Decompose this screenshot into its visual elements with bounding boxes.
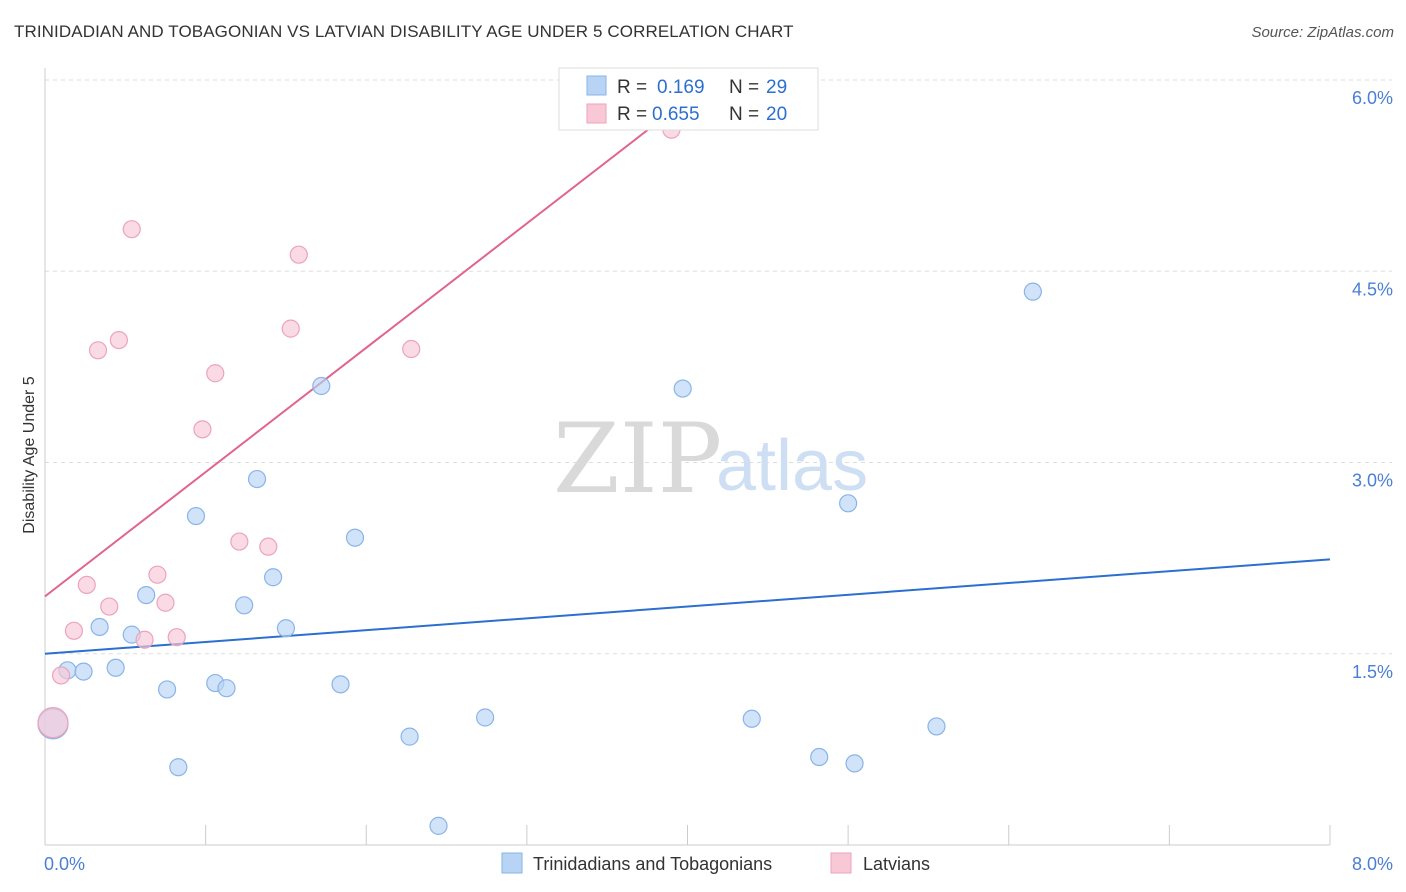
- x-ticks: [44, 825, 1331, 845]
- point-trinidadian: [429, 816, 448, 835]
- point-latvian: [230, 532, 249, 551]
- x-tick-label-max: 8.0%: [1352, 854, 1393, 874]
- series-legend-swatch-blue: [501, 852, 523, 874]
- watermark-zip: ZIP: [553, 403, 722, 515]
- trend-line-pink: [44, 98, 689, 598]
- point-trinidadian: [345, 528, 365, 547]
- point-latvian: [88, 341, 108, 360]
- point-latvian: [109, 331, 128, 350]
- point-latvian: [289, 245, 308, 264]
- y-tick-labels: 1.5% 3.0% 4.5% 6.0%: [1352, 88, 1393, 682]
- legend-swatch-pink: [586, 103, 607, 124]
- point-trinidadian: [312, 376, 331, 396]
- point-latvian: [135, 630, 154, 649]
- series-legend-swatch-pink: [830, 852, 852, 874]
- point-trinidadian: [331, 675, 350, 694]
- point-latvian: [100, 597, 119, 616]
- point-latvian: [148, 565, 167, 584]
- legend-n-label-2: N =: [729, 104, 759, 125]
- y-tick-label: 3.0%: [1352, 471, 1393, 491]
- point-trinidadian: [276, 619, 296, 638]
- point-latvian: [156, 593, 175, 612]
- legend-r-value-1: 0.169: [657, 77, 705, 98]
- series-legend: Trinidadians and Tobagonians Latvians: [501, 852, 930, 874]
- point-trinidadian: [927, 717, 946, 736]
- point-latvian: [37, 706, 69, 739]
- point-trinidadian: [235, 596, 254, 615]
- x-tick-label-min: 0.0%: [44, 854, 85, 874]
- point-trinidadian: [157, 680, 177, 699]
- legend-n-label-1: N =: [729, 77, 759, 98]
- point-trinidadian: [90, 617, 109, 637]
- legend-n-value-1: 29: [766, 77, 787, 98]
- point-trinidadian: [247, 469, 267, 489]
- grid-layer: [45, 79, 1392, 655]
- point-trinidadian: [400, 727, 419, 746]
- point-trinidadian: [106, 658, 125, 677]
- point-trinidadian: [742, 709, 761, 728]
- legend-swatch-blue: [586, 75, 607, 96]
- y-tick-label: 6.0%: [1352, 88, 1393, 108]
- point-latvian: [77, 575, 96, 595]
- watermark: ZIP atlas: [553, 403, 868, 515]
- point-latvian: [122, 220, 141, 239]
- point-latvian: [281, 319, 300, 338]
- point-trinidadian: [810, 747, 829, 767]
- data-points: [37, 120, 1042, 835]
- point-trinidadian: [169, 758, 188, 777]
- point-latvian: [402, 339, 421, 359]
- chart-title: TRINIDADIAN AND TOBAGONIAN VS LATVIAN DI…: [14, 22, 794, 41]
- trend-lines: [44, 98, 1331, 655]
- y-tick-label: 1.5%: [1352, 662, 1393, 682]
- chart-source: Source: ZipAtlas.com: [1251, 24, 1394, 41]
- point-trinidadian: [74, 662, 93, 681]
- point-latvian: [167, 628, 186, 647]
- trend-line-blue: [44, 558, 1331, 655]
- point-trinidadian: [1023, 282, 1042, 301]
- point-trinidadian: [263, 568, 283, 587]
- legend-r-label-2: R =: [617, 104, 647, 125]
- y-tick-label: 4.5%: [1352, 279, 1393, 299]
- point-trinidadian: [217, 679, 236, 698]
- point-latvian: [64, 621, 84, 640]
- point-latvian: [193, 420, 212, 439]
- watermark-atlas: atlas: [716, 426, 868, 506]
- series-legend-label-pink: Latvians: [863, 854, 930, 874]
- legend-n-value-2: 20: [766, 104, 787, 125]
- point-latvian: [259, 537, 278, 556]
- point-trinidadian: [137, 585, 156, 605]
- point-latvian: [206, 364, 225, 383]
- series-legend-label-blue: Trinidadians and Tobagonians: [533, 854, 772, 874]
- y-axis-label: Disability Age Under 5: [21, 376, 38, 534]
- point-trinidadian: [186, 506, 206, 526]
- point-trinidadian: [845, 754, 864, 773]
- stats-legend: R = 0.169 N = 29 R = 0.655 N = 20: [558, 67, 819, 131]
- point-trinidadian: [476, 708, 495, 727]
- point-trinidadian: [673, 379, 692, 398]
- point-latvian: [51, 666, 71, 685]
- point-trinidadian: [839, 494, 858, 513]
- legend-r-label-1: R =: [617, 77, 647, 98]
- legend-r-value-2: 0.655: [652, 104, 700, 125]
